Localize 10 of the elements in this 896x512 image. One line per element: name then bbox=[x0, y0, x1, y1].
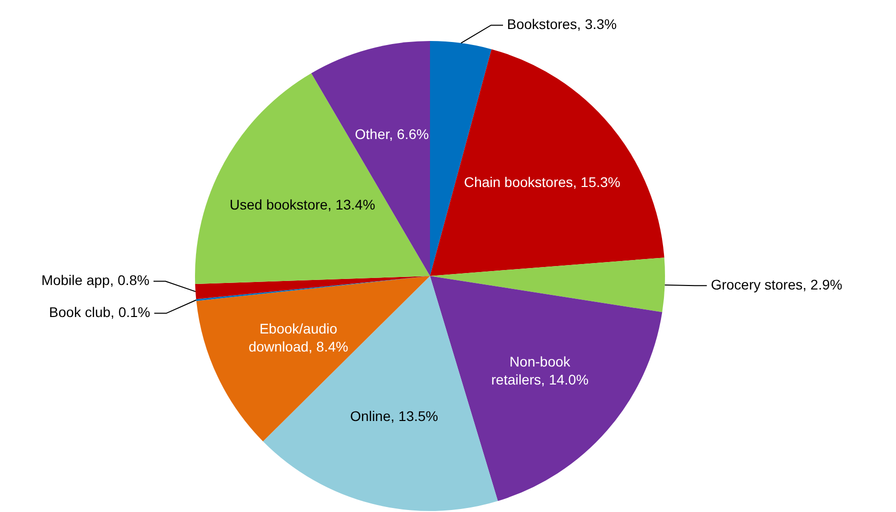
slice-label: Used bookstore, 13.4% bbox=[230, 196, 376, 213]
slice-label: Book club, 0.1% bbox=[49, 304, 150, 320]
slice-label: Non-book retailers, 14.0% bbox=[491, 354, 589, 388]
slice-label: Grocery stores, 2.9% bbox=[710, 276, 842, 292]
slice-label: Online, 13.5% bbox=[350, 408, 438, 424]
slice-label: Chain bookstores, 15.3% bbox=[464, 174, 620, 190]
slice-label: Mobile app, 0.8% bbox=[41, 272, 150, 288]
slice-label: Ebook/audio download, 8.4% bbox=[248, 320, 348, 354]
slice-label: Other, 6.6% bbox=[354, 126, 429, 142]
slice-label: Bookstores, 3.3% bbox=[507, 16, 617, 32]
